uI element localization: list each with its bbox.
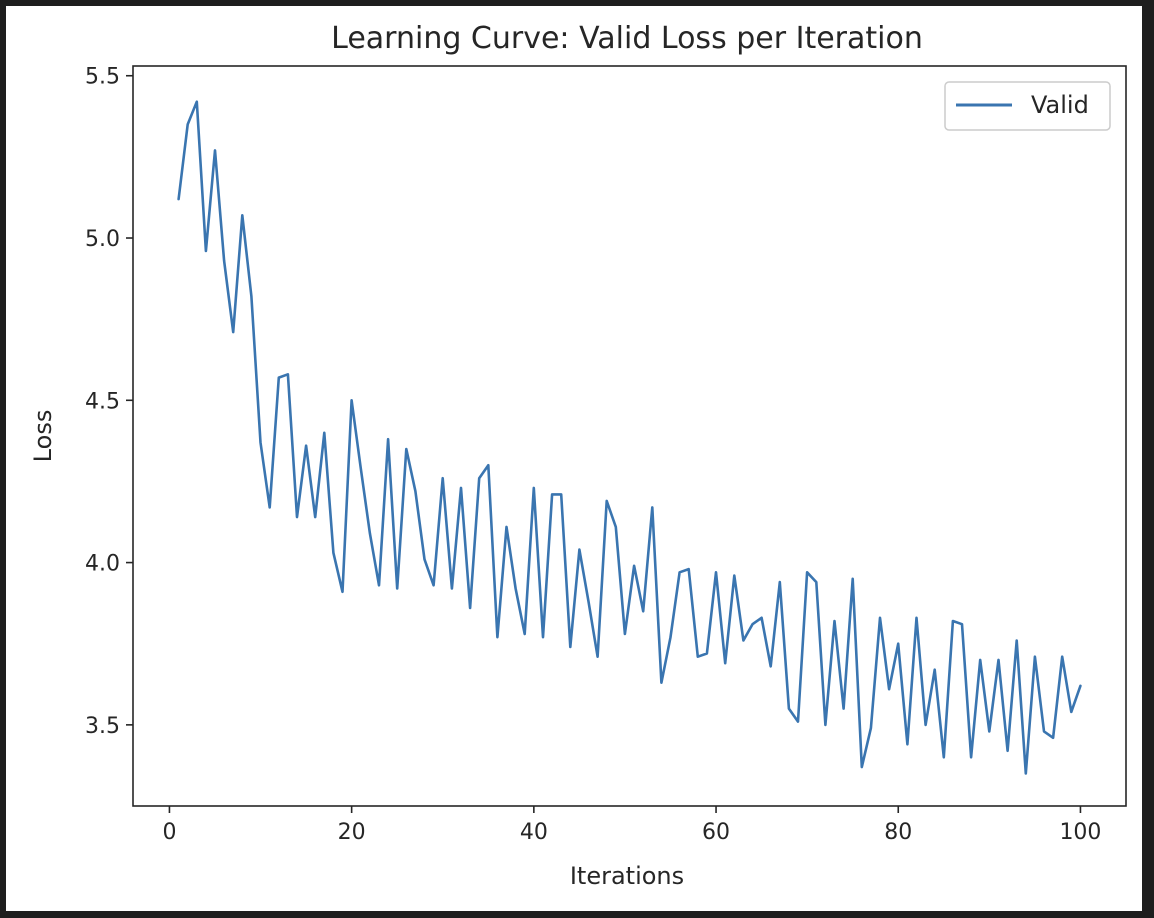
legend-frame	[944, 81, 1111, 131]
x-tick-label: 60	[702, 820, 730, 845]
chart-title: Learning Curve: Valid Loss per Iteration	[331, 21, 923, 56]
legend: Valid	[944, 81, 1111, 131]
chart-frame: Learning Curve: Valid Loss per Iteration…	[6, 6, 1142, 911]
y-tick-label: 3.5	[85, 714, 120, 739]
y-tick-label: 5.0	[85, 227, 120, 252]
series-layer	[177, 100, 1082, 775]
x-axis-title: Iterations	[570, 862, 684, 890]
legend-label-valid: Valid	[1031, 91, 1089, 119]
line-chart: Learning Curve: Valid Loss per Iteration…	[29, 21, 1127, 890]
y-tick-label: 5.5	[85, 65, 120, 90]
y-tick-label: 4.0	[85, 552, 120, 577]
x-tick-label: 80	[884, 820, 912, 845]
x-axis: 0 20 40 60 80 100	[162, 806, 1101, 845]
y-axis: 3.5 4.0 4.5 5.0 5.5	[85, 65, 133, 739]
x-tick-label: 40	[520, 820, 548, 845]
series-line-valid	[177, 100, 1082, 775]
y-axis-title: Loss	[29, 410, 57, 463]
plot-area	[132, 65, 1127, 807]
x-tick-label: 100	[1059, 820, 1101, 845]
x-tick-label: 20	[338, 820, 366, 845]
y-tick-label: 4.5	[85, 389, 120, 414]
plot-frame	[132, 65, 1127, 807]
x-tick-label: 0	[162, 820, 176, 845]
